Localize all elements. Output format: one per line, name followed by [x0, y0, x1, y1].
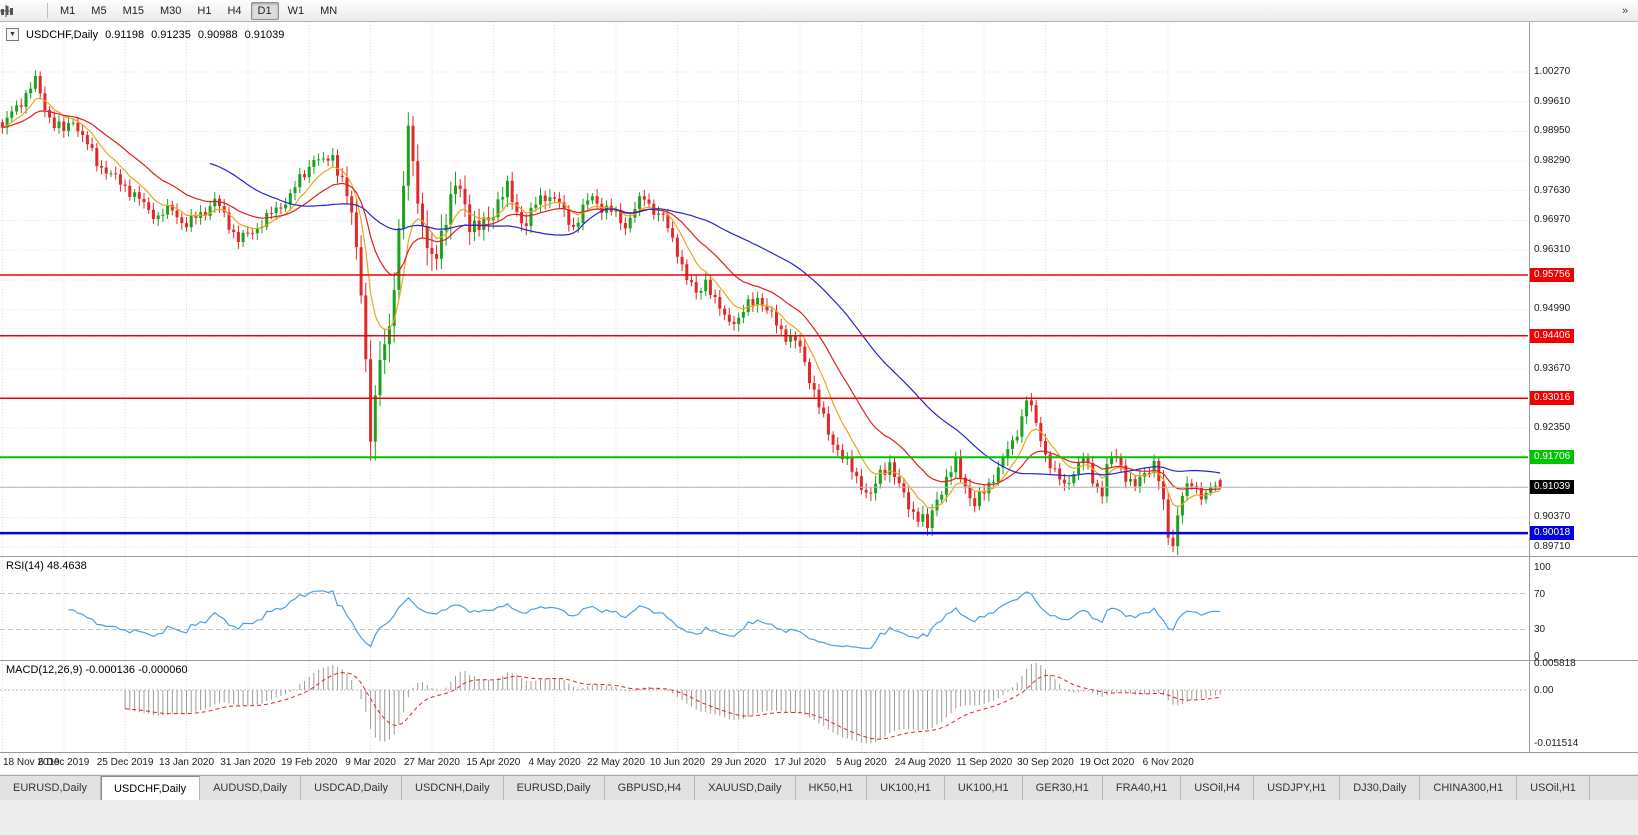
rsi-indicator-chart[interactable] — [0, 557, 1528, 660]
toolbar-right: » — [1615, 2, 1635, 20]
timeframe-button-mn[interactable]: MN — [320, 4, 338, 17]
chart-tab-usoil-h4[interactable]: USOil,H4 — [1181, 776, 1255, 800]
ohlc-close-value: 0.91039 — [244, 28, 285, 41]
timeframe-button-m30[interactable]: M30 — [159, 4, 182, 17]
chart-tab-eurusd-daily[interactable]: EURUSD,Daily — [0, 776, 101, 800]
chart-tab-fra40-h1[interactable]: FRA40,H1 — [1102, 776, 1182, 800]
timeframe-button-m5[interactable]: M5 — [91, 4, 107, 17]
chart-tab-usoil-h1[interactable]: USOil,H1 — [1517, 776, 1590, 800]
chart-tab-ger30-h1[interactable]: GER30,H1 — [1022, 776, 1103, 800]
timeframe-button-h1[interactable]: H1 — [197, 4, 212, 17]
timeframe-button-w1[interactable]: W1 — [287, 4, 305, 17]
macd-indicator-chart[interactable] — [0, 661, 1528, 752]
chart-tab-dj30-daily[interactable]: DJ30,Daily — [1340, 776, 1421, 800]
crosshair-icon[interactable] — [0, 2, 43, 20]
status-strip — [0, 800, 1638, 835]
chart-tab-uk100-h1[interactable]: UK100,H1 — [867, 776, 945, 800]
chart-tab-usdcnh-daily[interactable]: USDCNH,Daily — [402, 776, 504, 800]
price-axis-border — [1529, 22, 1530, 752]
chart-menu-dropdown-icon[interactable]: ▼ — [6, 28, 19, 41]
chart-tab-xauusd-daily[interactable]: XAUUSD,Daily — [695, 776, 796, 800]
chart-tab-bar: EURUSD,Daily USDCHF,Daily AUDUSD,Daily USDC… — [0, 775, 1638, 800]
ohlc-high-value: 0.91235 — [151, 28, 191, 41]
chart-title: ▼ USDCHF,Daily 0.91198 0.91235 0.90988 0… — [6, 28, 284, 41]
timeframe-button-h4[interactable]: H4 — [227, 4, 242, 17]
chart-tab-hk50-h1[interactable]: HK50,H1 — [795, 776, 868, 800]
timeframe-button-m15[interactable]: M15 — [122, 4, 144, 17]
chart-tab-eurusd-daily[interactable]: EURUSD,Daily — [503, 776, 605, 800]
panel-separator-macd[interactable] — [0, 660, 1638, 661]
macd-label: MACD(12,26,9) -0.000136 -0.000060 — [6, 664, 188, 676]
chart-symbol-label: USDCHF,Daily — [26, 28, 99, 41]
chart-tab-usdchf-daily[interactable]: USDCHF,Daily — [100, 776, 201, 800]
main-price-chart[interactable] — [0, 22, 1528, 556]
ohlc-low-value: 0.90988 — [197, 28, 238, 41]
chart-tab-uk100-h1[interactable]: UK100,H1 — [944, 776, 1023, 800]
chart-tab-gbpusd-h4[interactable]: GBPUSD,H4 — [604, 776, 696, 800]
timeframe-button-d1[interactable]: D1 — [250, 1, 279, 20]
timeframe-button-m1[interactable]: M1 — [60, 4, 76, 17]
chart-tab-usdjpy-h1[interactable]: USDJPY,H1 — [1254, 776, 1341, 800]
rsi-label: RSI(14) 48.4638 — [6, 560, 87, 572]
panel-separator-timescale — [0, 752, 1638, 753]
toolbar-separator — [47, 3, 48, 18]
chart-tab-audusd-daily[interactable]: AUDUSD,Daily — [200, 776, 302, 800]
ohlc-open-value: 0.91198 — [105, 28, 145, 41]
panel-separator-rsi[interactable] — [0, 556, 1638, 557]
timeframe-toolbar: M1 M5 M15 M30 H1 H4 D1 W1 MN » — [0, 0, 1638, 22]
toolbar-overflow-icon[interactable]: » — [1621, 4, 1629, 17]
timeframe-button-group: M1 M5 M15 M30 H1 H4 D1 W1 MN — [52, 1, 345, 20]
chart-tab-usdcad-daily[interactable]: USDCAD,Daily — [301, 776, 403, 800]
chart-tab-china300-h1[interactable]: CHINA300,H1 — [1420, 776, 1518, 800]
